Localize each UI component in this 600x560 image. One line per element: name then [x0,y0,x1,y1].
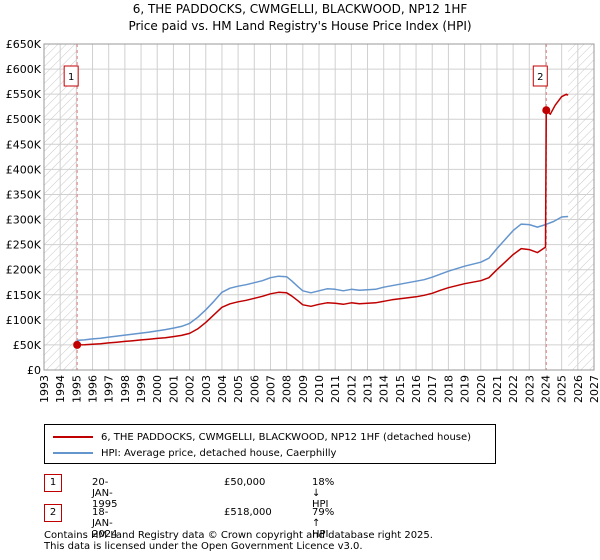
y-tick-label: £400K [6,163,42,176]
sale-marker-label: 1 [68,72,74,83]
y-tick-label: £350K [6,188,42,201]
x-tick-label: 1994 [54,375,67,403]
x-tick-label: 2009 [297,375,310,403]
y-tick-label: £550K [6,88,42,101]
x-tick-label: 2027 [588,375,600,403]
x-tick-label: 2005 [232,375,245,403]
sale-number-badge: 1 [44,474,62,492]
price-paid-line [77,93,569,346]
x-tick-label: 2017 [426,375,439,403]
x-tick-label: 2018 [442,375,455,403]
y-tick-label: £200K [6,264,42,277]
x-tick-label: 1997 [103,375,116,403]
chart-legend: 6, THE PADDOCKS, CWMGELLI, BLACKWOOD, NP… [44,424,496,464]
sale-point [73,340,82,349]
y-tick-label: £150K [6,289,42,302]
plot-border [43,43,595,371]
legend-item-hpi: HPI: Average price, detached house, Caer… [53,446,336,460]
legend-swatch-price [53,436,93,438]
sale-hpi-diff: 18% ↓ HPI [312,477,335,510]
sale-marker-box [63,65,79,87]
y-tick-label: £0 [27,364,41,377]
x-tick-label: 2021 [491,375,504,403]
x-tick-label: 2000 [151,375,164,403]
y-tick-label: £500K [6,113,42,126]
sale-point [542,106,551,115]
y-tick-label: £300K [6,214,42,227]
x-tick-label: 2024 [539,375,552,403]
legend-item-price: 6, THE PADDOCKS, CWMGELLI, BLACKWOOD, NP… [53,430,471,444]
x-tick-label: 2025 [556,375,569,403]
footer-copyright: Contains HM Land Registry data © Crown c… [44,530,564,552]
legend-swatch-hpi [53,452,93,454]
x-tick-label: 2003 [200,375,213,403]
x-tick-label: 1998 [119,375,132,403]
x-tick-label: 2006 [248,375,261,403]
x-tick-label: 1996 [87,375,100,403]
price-chart: £0 £50K £100K £150K £200K £250K £300K £350K £400… [6,38,600,403]
legend-label-price: 6, THE PADDOCKS, CWMGELLI, BLACKWOOD, NP… [101,431,472,443]
x-tick-label: 2016 [410,375,423,403]
x-tick-label: 2008 [281,375,294,403]
footer-line-1: Contains HM Land Registry data © Crown c… [44,530,433,541]
x-tick-label: 2022 [507,375,520,403]
x-tick-label: 2012 [345,375,358,403]
sale-price: £518,000 [224,507,272,518]
x-tick-label: 2015 [394,375,407,403]
footer-line-2: This data is licensed under the Open Gov… [44,541,363,552]
y-tick-label: £100K [6,314,42,327]
sale-marker-box [532,65,548,87]
sale-marker-label: 2 [537,72,543,83]
chart-subtitle: Price paid vs. HM Land Registry's House … [128,19,472,33]
y-tick-label: £250K [6,239,42,252]
x-tick-label: 2013 [362,375,375,403]
y-tick-label: £50K [13,339,42,352]
sale-date: 20-JAN-1995 [92,477,118,510]
x-tick-label: 2001 [167,375,180,403]
chart-title: 6, THE PADDOCKS, CWMGELLI, BLACKWOOD, NP… [132,2,468,16]
x-tick-label: 2026 [572,375,585,403]
y-tick-label: £600K [6,63,42,76]
x-tick-label: 2019 [459,375,472,403]
x-tick-label: 2007 [264,375,277,403]
sale-hpi-diff: 79% ↑ HPI [312,507,335,540]
hpi-line [77,215,569,342]
x-tick-label: 2020 [475,375,488,403]
x-tick-label: 1995 [70,375,83,403]
x-tick-label: 1993 [38,375,51,403]
sale-date: 18-JAN-2024 [92,507,118,540]
x-tick-label: 2010 [313,375,326,403]
x-tick-label: 2014 [378,375,391,403]
x-tick-label: 1999 [135,375,148,403]
y-tick-label: £650K [6,38,42,51]
y-tick-label: £450K [6,138,42,151]
hatched-region [568,44,594,370]
legend-label-hpi: HPI: Average price, detached house, Caer… [101,447,337,459]
x-tick-label: 2004 [216,375,229,403]
x-tick-label: 2002 [184,375,197,403]
sale-number-badge: 2 [44,504,62,522]
x-tick-label: 2023 [523,375,536,403]
sale-price: £50,000 [224,477,266,488]
x-tick-label: 2011 [329,375,342,403]
